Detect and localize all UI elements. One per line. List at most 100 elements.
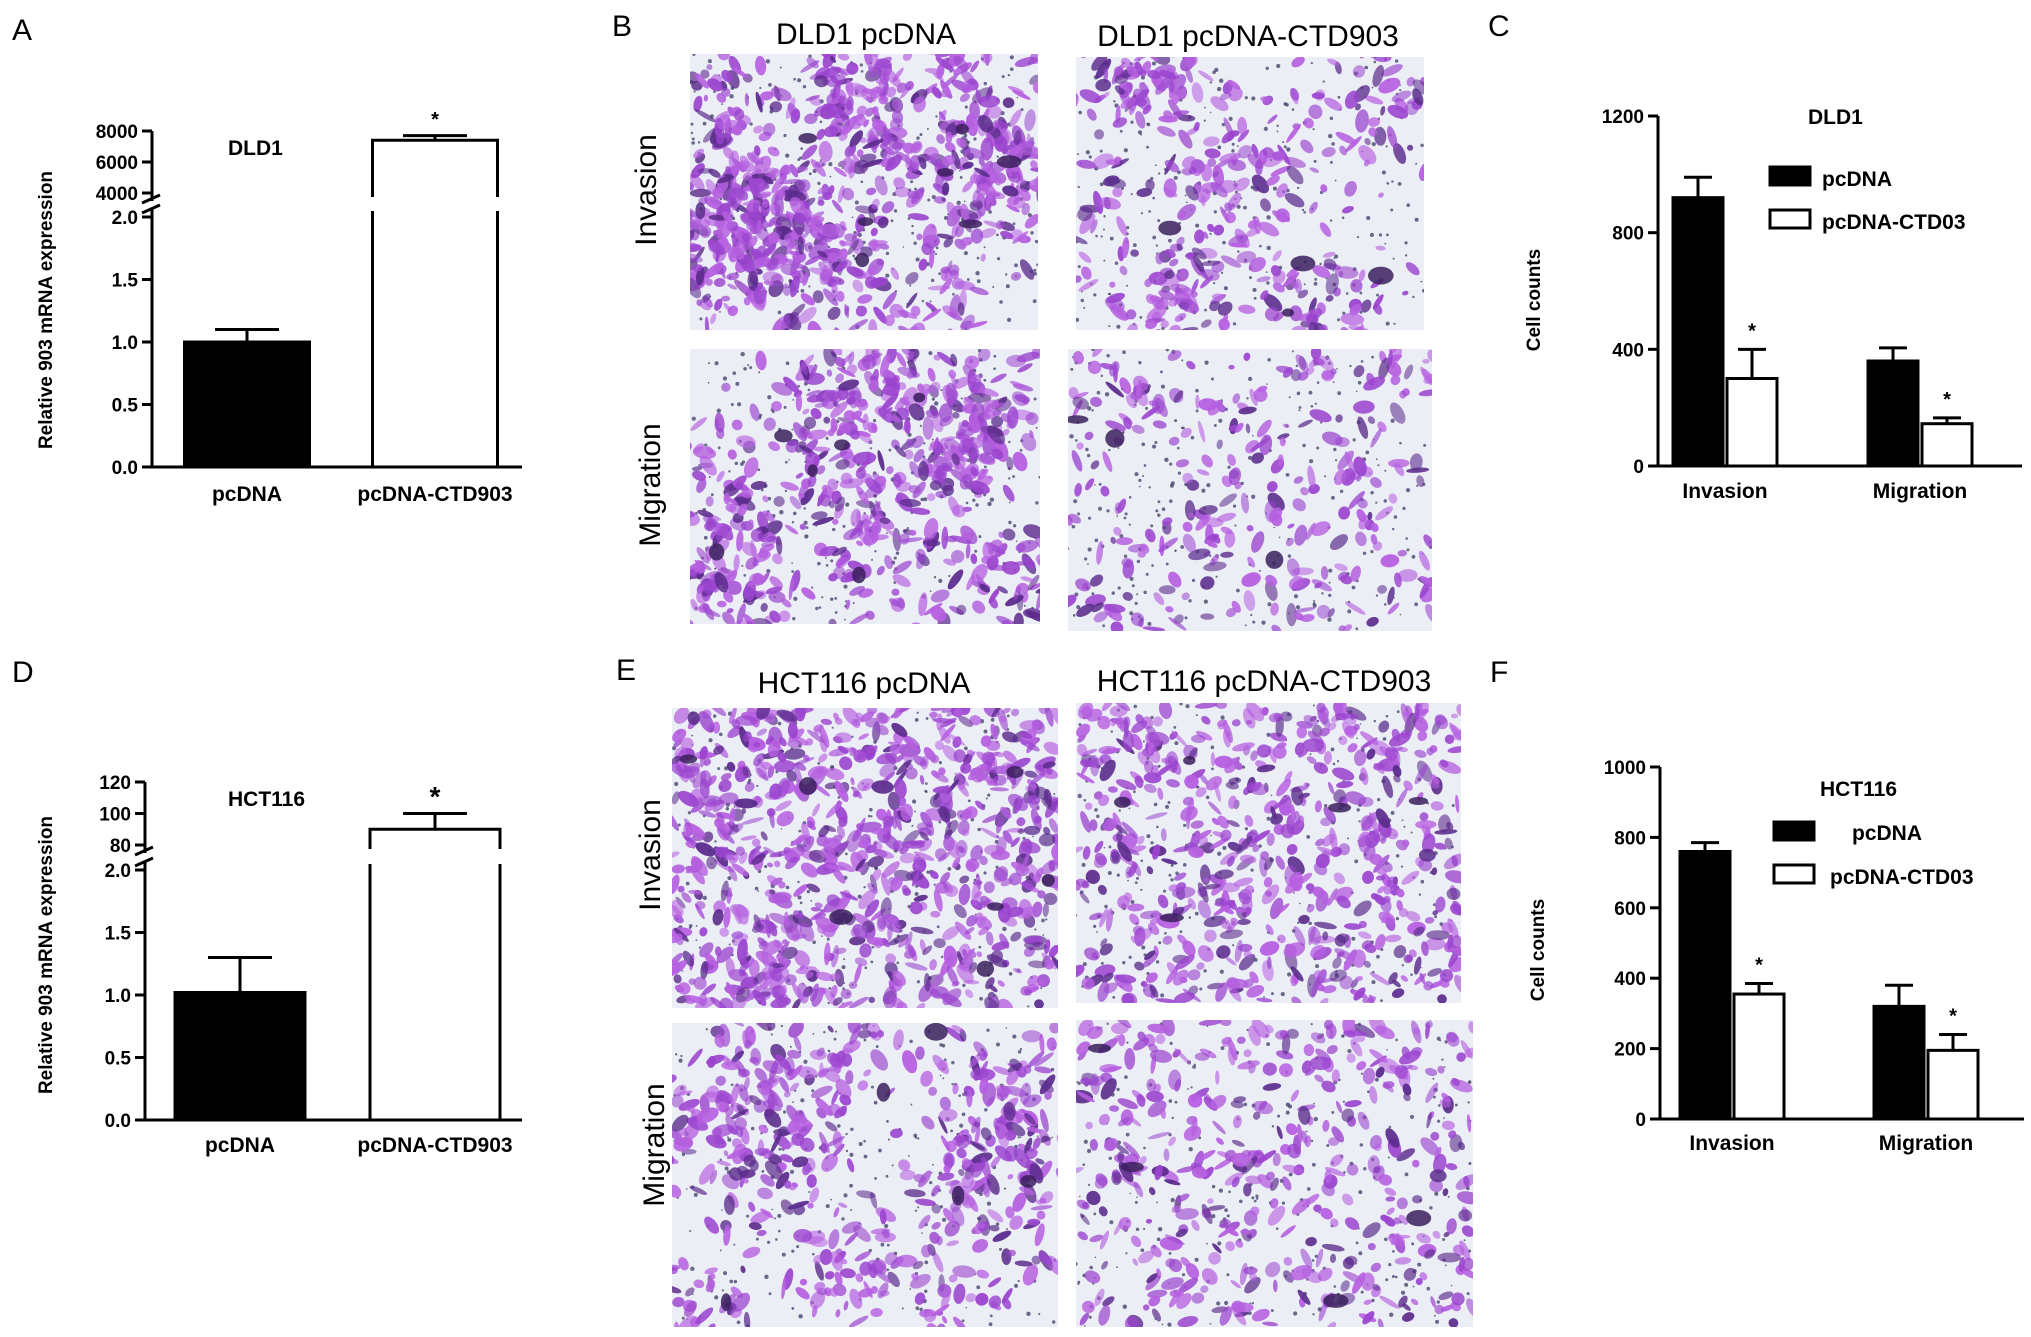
panel-label-f: F (1490, 656, 1508, 689)
chart-a-break-mark-upper (141, 193, 161, 205)
chart-d-bar-1-upper (368, 827, 502, 849)
chart-f-tick-label-0: 0 (1635, 1110, 1646, 1131)
micrograph-b-migration-ctd903 (1068, 349, 1432, 631)
chart-f-tick-label-3: 600 (1614, 899, 1646, 920)
panel-label-e: E (616, 654, 636, 687)
chart-f-legend-swatch-1 (1772, 863, 1816, 885)
chart-f-sig-0-1: * (1755, 954, 1763, 976)
chart-a-tick-label-lower-0: 0.0 (112, 458, 138, 479)
chart-c-tick-label-2: 800 (1612, 224, 1644, 245)
chart-f-tick-label-2: 400 (1614, 969, 1646, 990)
micrograph-b-col-title-1: DLD1 pcDNA-CTD903 (1097, 20, 1399, 53)
chart-c-bar-1-0 (1866, 359, 1920, 468)
panel-label-d: D (12, 656, 34, 689)
chart-d-cat-1: pcDNA-CTD903 (357, 1134, 512, 1157)
chart-c-bar-1-1 (1920, 422, 1974, 468)
chart-c-tick-label-1: 400 (1612, 340, 1644, 361)
chart-a-title: DLD1 (228, 137, 283, 160)
chart-c-legend-label-1: pcDNA-CTD03 (1822, 211, 1966, 234)
chart-d-tick-label-upper-1: 100 (99, 805, 131, 826)
chart-f-sig-1-1: * (1949, 1006, 1957, 1028)
chart-f-tick-label-4: 800 (1614, 828, 1646, 849)
chart-a-marks (183, 134, 499, 469)
micrograph-panel-e: HCT116 pcDNA HCT116 pcDNA-CTD903 Invasio… (634, 665, 1473, 1327)
chart-a-bar-1-upper (371, 138, 499, 197)
micrograph-e-col-title-0: HCT116 pcDNA (758, 667, 971, 700)
chart-d-break-mark-lower (134, 856, 154, 868)
chart-a-sig-1: * (431, 109, 439, 131)
chart-f-legend-label-1: pcDNA-CTD03 (1830, 866, 1974, 889)
chart-a-tick-label-lower-1: 0.5 (112, 396, 139, 417)
micrograph-b-invasion-pcdna (690, 54, 1038, 330)
chart-f-legend-label-0: pcDNA (1852, 822, 1922, 845)
chart-a-ylabel: Relative 903 mRNA expression (36, 171, 57, 449)
chart-f-tick-label-1: 200 (1614, 1040, 1646, 1061)
micrograph-b-invasion-ctd903 (1076, 57, 1424, 330)
micrograph-b-migration-pcdna (690, 349, 1040, 624)
chart-d-tick-label-lower-2: 1.0 (105, 986, 131, 1007)
chart-d-tick-label-upper-2: 120 (99, 773, 131, 794)
chart-panel-d: HCT116 Relative 903 mRNA expression 0.0 0… (36, 773, 522, 1157)
chart-c-title: DLD1 (1808, 106, 1863, 129)
chart-f-marks: ** (1678, 841, 1980, 1121)
micrograph-e-row-label-1: Migration (638, 1083, 671, 1206)
micrograph-e-invasion-pcdna (672, 708, 1058, 1008)
chart-c-bar-0-1 (1725, 377, 1779, 468)
chart-d-break-mark-upper (134, 845, 154, 857)
micrograph-e-migration-ctd903 (1076, 1020, 1473, 1327)
panel-label-c: C (1488, 10, 1510, 43)
chart-f-bar-1-0 (1872, 1004, 1926, 1121)
chart-d-sig-1: * (430, 781, 441, 812)
micrograph-e-invasion-ctd903 (1076, 703, 1461, 1003)
chart-c-cat-0: Invasion (1682, 480, 1767, 503)
chart-a-tick-label-lower-3: 1.5 (112, 271, 139, 292)
micrograph-b-row-label-1: Migration (634, 423, 667, 546)
chart-f-cat-1: Migration (1879, 1132, 1974, 1155)
chart-d-marks (173, 812, 502, 1122)
chart-a-tick-label-lower-4: 2.0 (112, 208, 138, 229)
chart-f-bar-0-0 (1678, 849, 1732, 1121)
chart-d-title: HCT116 (228, 788, 305, 811)
chart-a-axes: 0.0 0.5 1.0 1.5 2.0 4000 6000 8000 (96, 122, 522, 479)
chart-d-cat-0: pcDNA (205, 1134, 275, 1157)
chart-a-cat-0: pcDNA (212, 483, 282, 506)
chart-d-ylabel: Relative 903 mRNA expression (36, 816, 57, 1094)
chart-c-cat-1: Migration (1873, 480, 1968, 503)
chart-c-legend-swatch-1 (1768, 208, 1812, 230)
chart-c-ylabel: Cell counts (1524, 249, 1545, 351)
chart-c-legend-swatch-0 (1768, 165, 1812, 187)
chart-c-legend-label-0: pcDNA (1822, 168, 1892, 191)
chart-c-tick-label-3: 1200 (1602, 107, 1644, 128)
chart-f-bar-0-1 (1732, 992, 1786, 1121)
panel-label-a: A (12, 14, 32, 47)
micrograph-b-col-title-0: DLD1 pcDNA (776, 18, 956, 51)
chart-d-tick-label-lower-4: 2.0 (105, 861, 131, 882)
chart-d-bar-0 (173, 991, 307, 1122)
chart-f-ylabel: Cell counts (1528, 899, 1549, 1001)
chart-a-tick-label-upper-1: 6000 (96, 153, 138, 174)
chart-d-axes: 0.0 0.5 1.0 1.5 2.0 80 100 120 (99, 773, 522, 1132)
chart-c-marks: ** (1671, 175, 1974, 468)
chart-d-tick-label-lower-1: 0.5 (105, 1049, 132, 1070)
micrograph-e-col-title-1: HCT116 pcDNA-CTD903 (1097, 665, 1432, 698)
chart-d-tick-label-lower-0: 0.0 (105, 1111, 131, 1132)
chart-a-bar-0 (183, 340, 311, 469)
chart-a-break-mark-lower (141, 203, 161, 215)
chart-a-tick-label-upper-0: 4000 (96, 184, 138, 205)
panel-label-b: B (612, 10, 632, 43)
chart-a-tick-label-upper-2: 8000 (96, 122, 138, 143)
chart-d-bar-1-lower (368, 864, 502, 1120)
chart-f-legend-swatch-0 (1772, 820, 1816, 842)
micrograph-e-migration-pcdna (672, 1023, 1058, 1327)
chart-d-tick-label-upper-0: 80 (110, 836, 131, 857)
chart-a-bar-1-lower (371, 211, 499, 467)
chart-a-cat-1: pcDNA-CTD903 (357, 483, 512, 506)
chart-panel-c: DLD1 Cell counts 0 400 800 1200 ** Invasion… (1524, 106, 2022, 503)
chart-f-tick-label-5: 1000 (1604, 758, 1646, 779)
chart-f-cat-0: Invasion (1689, 1132, 1774, 1155)
micrograph-e-row-label-0: Invasion (634, 799, 667, 911)
chart-c-tick-label-0: 0 (1633, 457, 1644, 478)
chart-c-sig-1-1: * (1943, 389, 1951, 411)
